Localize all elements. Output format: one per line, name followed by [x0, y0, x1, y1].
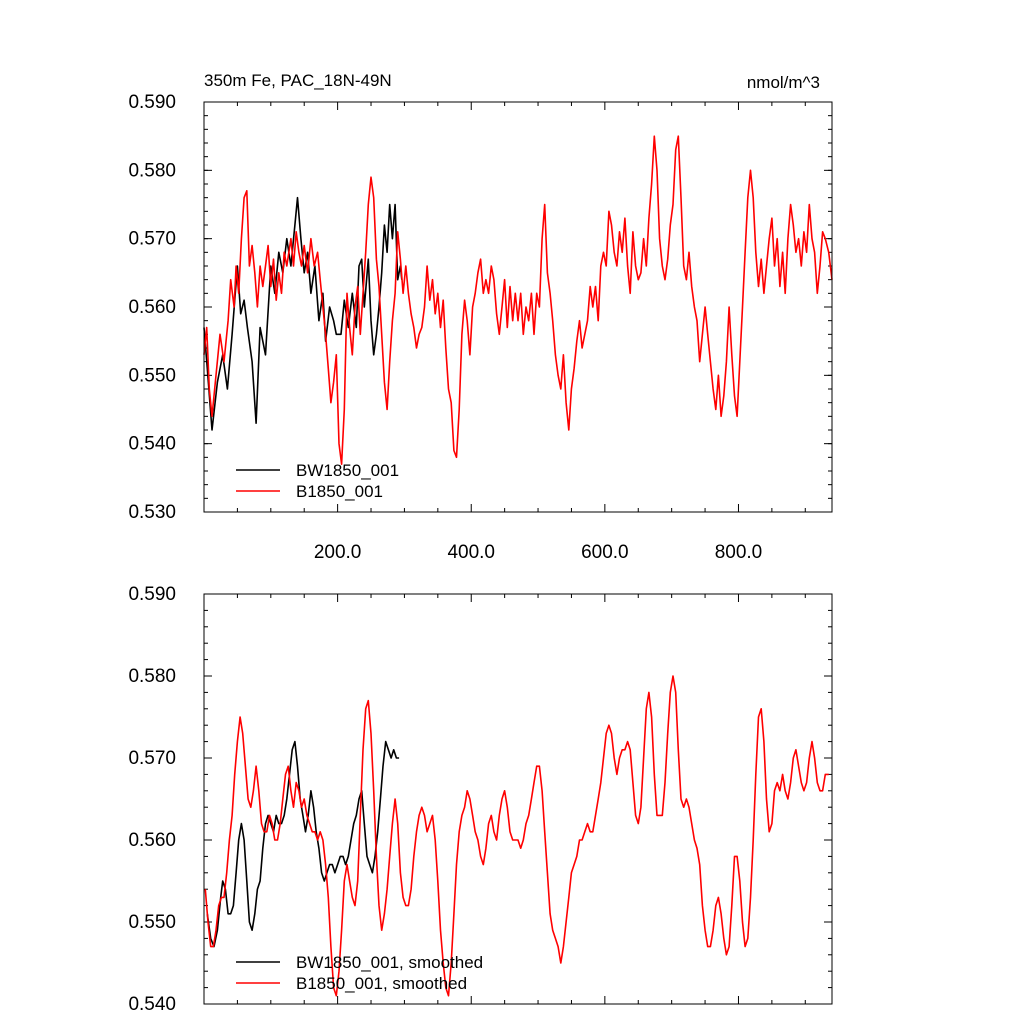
y-tick-label: 0.540: [128, 994, 176, 1015]
y-tick-label: 0.580: [128, 666, 176, 687]
bottom-panel: 0.540 0.550 0.560 0.570 0.580 0.590 BW1850_00…: [128, 584, 833, 1015]
bottom-axis-labels: 0.540 0.550 0.560 0.570 0.580 0.590: [128, 584, 176, 1015]
y-tick-label: 0.540: [128, 434, 176, 455]
top-legend: BW1850_001 B1850_001: [236, 461, 399, 501]
x-tick-label: 400.0: [447, 542, 495, 563]
top-series-lines: [203, 135, 833, 465]
y-tick-label: 0.550: [128, 912, 176, 933]
top-axis-labels: 0.530 0.540 0.550 0.560 0.570 0.580 0.590 200.0…: [128, 92, 762, 563]
chart-title: 350m Fe, PAC_18N-49N: [204, 71, 392, 90]
y-tick-label: 0.560: [128, 830, 176, 851]
legend-label: BW1850_001: [296, 461, 399, 480]
units-label: nmol/m^3: [747, 73, 820, 92]
series-line: [203, 135, 833, 465]
legend-label: B1850_001, smoothed: [296, 974, 467, 993]
y-tick-label: 0.590: [128, 92, 176, 113]
x-tick-label: 800.0: [715, 542, 763, 563]
bottom-series-lines: [204, 675, 829, 997]
legend-label: BW1850_001, smoothed: [296, 953, 483, 972]
series-line: [204, 675, 829, 997]
top-plot-frame: [203, 101, 833, 513]
bottom-axis-ticks: [204, 593, 832, 1005]
top-axis-ticks: [204, 101, 832, 513]
y-tick-label: 0.580: [128, 160, 176, 181]
x-tick-label: 600.0: [581, 542, 629, 563]
bottom-legend: BW1850_001, smoothed B1850_001, smoothed: [236, 953, 483, 993]
top-panel: 350m Fe, PAC_18N-49N nmol/m^3 0.530 0.540…: [128, 71, 833, 563]
series-line: [203, 196, 403, 431]
y-tick-label: 0.530: [128, 502, 176, 523]
x-tick-label: 200.0: [314, 542, 362, 563]
series-line: [206, 740, 400, 948]
y-tick-label: 0.560: [128, 297, 176, 318]
y-tick-label: 0.570: [128, 229, 176, 250]
y-tick-label: 0.590: [128, 584, 176, 605]
y-tick-label: 0.570: [128, 748, 176, 769]
y-tick-label: 0.550: [128, 365, 176, 386]
bottom-plot-frame: [203, 593, 833, 1005]
legend-label: B1850_001: [296, 482, 383, 501]
